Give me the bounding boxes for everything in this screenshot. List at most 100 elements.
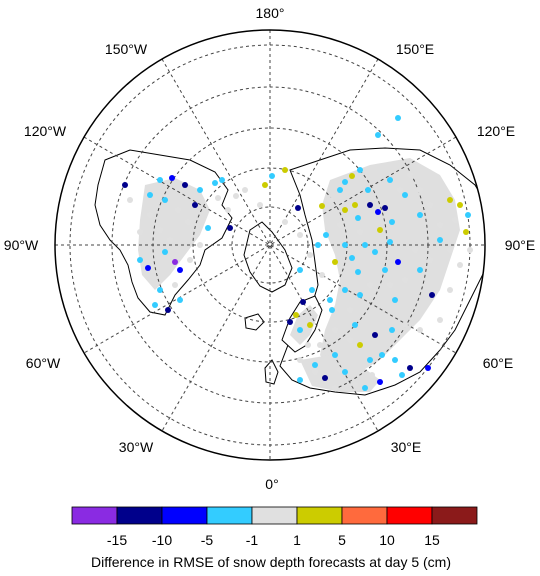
station-point (425, 365, 431, 371)
colorbar-segment (386, 506, 433, 525)
station-point (342, 242, 348, 248)
greenland-landmass (243, 221, 293, 293)
label-180: 180° (256, 5, 285, 21)
station-point (295, 205, 301, 211)
station-point (172, 259, 178, 265)
station-point (332, 327, 338, 333)
station-point (372, 332, 378, 338)
station-point (342, 207, 348, 213)
station-point (357, 292, 363, 298)
canada-grey-region (138, 178, 210, 290)
label-90w: 90°W (4, 237, 39, 253)
station-point (225, 207, 231, 213)
station-point (177, 297, 183, 303)
station-point (357, 229, 363, 235)
label-0: 0° (265, 476, 278, 492)
station-point (387, 177, 393, 183)
station-point (212, 180, 218, 186)
station-point (205, 225, 211, 231)
station-point (382, 267, 388, 273)
station-point (315, 242, 321, 248)
station-point (309, 287, 315, 293)
station-point (293, 312, 299, 318)
station-point (379, 352, 385, 358)
station-point (417, 327, 423, 333)
station-point (187, 257, 193, 263)
colorbar-tick-label: -10 (152, 532, 172, 548)
station-point (395, 115, 401, 121)
station-point (447, 247, 453, 253)
station-point (389, 327, 395, 333)
station-point (352, 382, 358, 388)
station-point (407, 365, 413, 371)
station-point (192, 202, 198, 208)
station-point (282, 219, 288, 225)
station-point (367, 202, 373, 208)
station-point (177, 267, 183, 273)
label-120e: 120°E (477, 123, 515, 139)
label-30e: 30°E (391, 439, 422, 455)
label-60w: 60°W (26, 355, 61, 371)
colorbar-segment (341, 506, 388, 525)
station-point (392, 297, 398, 303)
station-point (365, 187, 371, 193)
station-point (362, 242, 368, 248)
station-point (467, 247, 473, 253)
station-point (417, 212, 423, 218)
globe-border (54, 29, 486, 461)
station-point (457, 202, 463, 208)
station-point (157, 227, 163, 233)
station-points (122, 115, 473, 391)
station-point (387, 282, 393, 288)
station-point (349, 255, 355, 261)
station-point (329, 307, 335, 313)
label-150w: 150°W (105, 41, 148, 57)
colorbar-tick-label: -15 (107, 532, 127, 548)
colorbar-tick-label: 10 (379, 532, 395, 548)
station-point (417, 267, 423, 273)
station-point (157, 287, 163, 293)
iceland-landmass (244, 313, 265, 331)
station-point (312, 369, 318, 375)
station-point (312, 362, 318, 368)
station-point (352, 202, 358, 208)
label-60e: 60°E (483, 355, 514, 371)
station-point (332, 352, 338, 358)
eurasia-grey-region (320, 158, 460, 375)
station-point (242, 187, 248, 193)
station-point (397, 187, 403, 193)
station-point (147, 192, 153, 198)
station-point (429, 292, 435, 298)
station-point (375, 209, 381, 215)
station-point (447, 197, 453, 203)
station-point (337, 222, 343, 228)
station-point (219, 177, 225, 183)
station-point (402, 277, 408, 283)
station-point (382, 205, 388, 211)
station-point (233, 193, 239, 199)
colorbar-segment (161, 506, 208, 525)
station-point (375, 132, 381, 138)
station-point (447, 287, 453, 293)
station-point (342, 287, 348, 293)
station-point (182, 182, 188, 188)
britain-landmass (264, 359, 279, 385)
station-point (227, 225, 233, 231)
station-point (197, 187, 203, 193)
station-point (147, 212, 153, 218)
station-point (342, 369, 348, 375)
station-point (152, 302, 158, 308)
station-point (169, 175, 175, 181)
station-point (377, 379, 383, 385)
station-point (317, 342, 323, 348)
station-point (297, 327, 303, 333)
station-point (167, 237, 173, 243)
station-point (172, 282, 178, 288)
colorbar-segment (206, 506, 253, 525)
colorbar-tick-label: -5 (201, 532, 214, 548)
station-point (297, 267, 303, 273)
station-point (463, 229, 469, 235)
station-point (347, 307, 353, 313)
station-point (269, 173, 275, 179)
